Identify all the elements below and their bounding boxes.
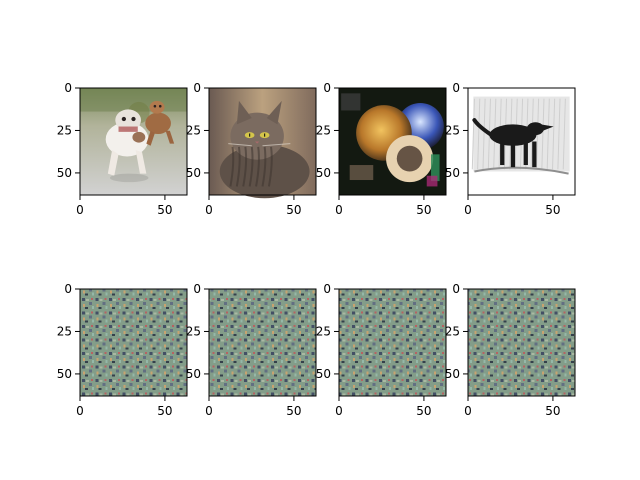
x-tick-label-4-0: 0	[76, 404, 84, 418]
x-tick-label-5-50: 50	[286, 404, 301, 418]
panel-0-0: 0 50 0 25 50	[57, 81, 188, 217]
y-tick-label-5-50: 50	[186, 367, 201, 381]
y-tick-label-4-0: 0	[64, 282, 72, 296]
x-tick-label-0-50: 50	[157, 203, 172, 217]
panel-image-0-1	[209, 88, 316, 199]
panel-image-1-3	[468, 289, 575, 396]
y-tick-label-6-25: 25	[316, 324, 331, 338]
x-tick-label-0-0: 0	[76, 203, 84, 217]
x-tick-label-2-50: 50	[416, 203, 431, 217]
panel-0-3: 0 50 0 25 50	[445, 81, 576, 217]
panel-1-3: 0 50 0 25 50	[445, 282, 576, 418]
y-tick-label-3-0: 0	[452, 81, 460, 95]
y-tick-label-5-25: 25	[186, 324, 201, 338]
panel-image-0-3	[468, 88, 575, 195]
y-tick-label-6-50: 50	[316, 367, 331, 381]
y-tick-label-6-0: 0	[323, 282, 331, 296]
panel-0-2: 0 50 0 25 50	[316, 81, 447, 217]
panel-grid: 0 50 0 25 50 0 50 0 25 50 0 50 0 25 50 0 50 0 25 50 0 50 0 25 50…	[57, 81, 576, 418]
x-tick-label-3-0: 0	[464, 203, 472, 217]
x-tick-label-1-50: 50	[286, 203, 301, 217]
x-tick-label-7-50: 50	[545, 404, 560, 418]
x-tick-label-1-0: 0	[205, 203, 213, 217]
y-tick-label-0-0: 0	[64, 81, 72, 95]
y-tick-label-1-25: 25	[186, 123, 201, 137]
panel-image-0-2	[339, 88, 446, 195]
y-tick-label-3-50: 50	[445, 166, 460, 180]
x-tick-label-6-50: 50	[416, 404, 431, 418]
panel-1-1: 0 50 0 25 50	[186, 282, 317, 418]
x-tick-label-2-0: 0	[335, 203, 343, 217]
y-tick-label-1-0: 0	[193, 81, 201, 95]
y-tick-label-7-25: 25	[445, 324, 460, 338]
y-tick-label-2-50: 50	[316, 166, 331, 180]
x-tick-label-3-50: 50	[545, 203, 560, 217]
y-tick-label-3-25: 25	[445, 123, 460, 137]
y-tick-label-4-50: 50	[57, 367, 72, 381]
x-tick-label-7-0: 0	[464, 404, 472, 418]
y-tick-label-2-25: 25	[316, 123, 331, 137]
x-tick-label-6-0: 0	[335, 404, 343, 418]
y-tick-label-4-25: 25	[57, 324, 72, 338]
y-tick-label-0-25: 25	[57, 123, 72, 137]
y-tick-label-5-0: 0	[193, 282, 201, 296]
panel-1-0: 0 50 0 25 50	[57, 282, 188, 418]
panel-1-2: 0 50 0 25 50	[316, 282, 447, 418]
panel-image-0-0	[80, 88, 187, 195]
panel-image-1-2	[339, 289, 446, 396]
y-tick-label-7-50: 50	[445, 367, 460, 381]
panel-image-1-0	[80, 289, 187, 396]
y-tick-label-0-50: 50	[57, 166, 72, 180]
y-tick-label-2-0: 0	[323, 81, 331, 95]
y-tick-label-1-50: 50	[186, 166, 201, 180]
x-tick-label-4-50: 50	[157, 404, 172, 418]
panel-0-1: 0 50 0 25 50	[186, 81, 317, 217]
panel-image-1-1	[209, 289, 316, 396]
x-tick-label-5-0: 0	[205, 404, 213, 418]
y-tick-label-7-0: 0	[452, 282, 460, 296]
